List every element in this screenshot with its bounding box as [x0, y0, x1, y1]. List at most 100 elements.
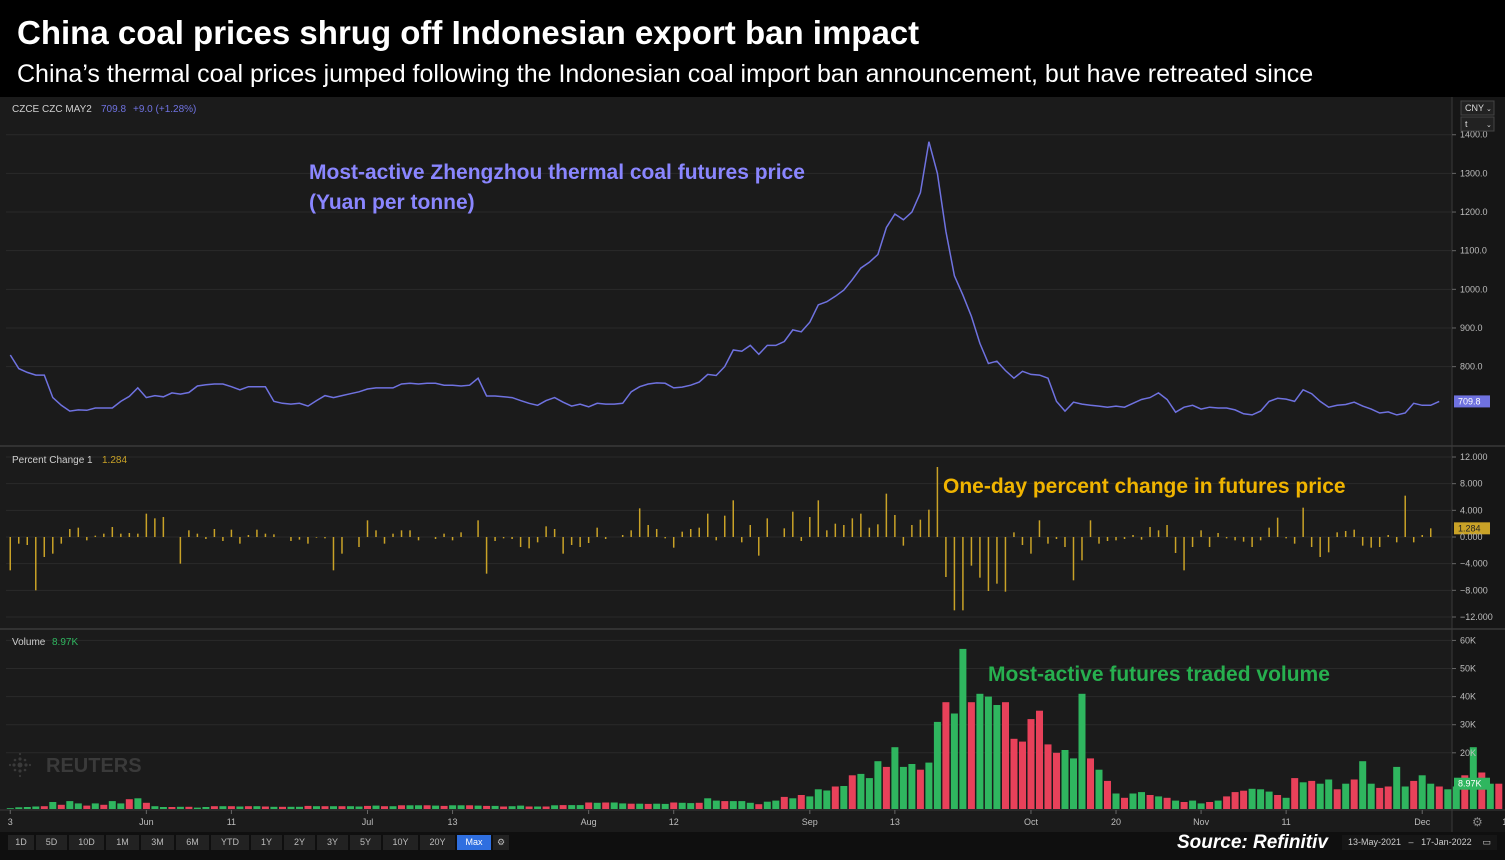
volume-bar[interactable] — [338, 806, 346, 809]
volume-bar[interactable] — [636, 803, 644, 809]
volume-panel[interactable]: 8.97K — [6, 648, 1503, 810]
volume-bar[interactable] — [593, 802, 601, 809]
volume-bar[interactable] — [1180, 802, 1188, 809]
volume-bar[interactable] — [831, 786, 839, 810]
volume-bar[interactable] — [1325, 779, 1333, 810]
volume-bar[interactable] — [1129, 793, 1137, 810]
volume-bar[interactable] — [1095, 769, 1103, 809]
volume-bar[interactable] — [151, 806, 159, 809]
range-button-max[interactable]: Max — [457, 835, 491, 850]
volume-bar[interactable] — [253, 806, 261, 809]
volume-bar[interactable] — [1495, 783, 1503, 809]
volume-bar[interactable] — [100, 804, 108, 809]
range-button-5d[interactable]: 5D — [36, 835, 67, 850]
volume-bar[interactable] — [1384, 786, 1392, 810]
volume-bar[interactable] — [993, 705, 1001, 809]
volume-bar[interactable] — [355, 806, 363, 810]
volume-bar[interactable] — [976, 693, 984, 809]
volume-bar[interactable] — [1274, 795, 1282, 809]
volume-bar[interactable] — [1452, 786, 1460, 810]
volume-bar[interactable] — [755, 804, 763, 809]
volume-bar[interactable] — [721, 801, 729, 809]
volume-bar[interactable] — [15, 807, 23, 809]
volume-bar[interactable] — [66, 801, 74, 809]
volume-bar[interactable] — [210, 806, 218, 809]
volume-bar[interactable] — [967, 702, 975, 809]
settings-gear-icon[interactable]: ⚙ — [1472, 815, 1483, 829]
volume-bar[interactable] — [491, 805, 499, 809]
volume-bar[interactable] — [1206, 802, 1214, 809]
volume-bar[interactable] — [304, 805, 312, 809]
volume-bar[interactable] — [568, 805, 576, 809]
volume-bar[interactable] — [1291, 778, 1299, 809]
volume-bar[interactable] — [925, 762, 933, 809]
volume-bar[interactable] — [1002, 702, 1009, 809]
volume-bar[interactable] — [279, 806, 286, 809]
price-series-line[interactable] — [9, 141, 1440, 416]
volume-bar[interactable] — [712, 800, 720, 809]
volume-bar[interactable] — [1316, 783, 1324, 809]
volume-bar[interactable] — [780, 796, 788, 809]
volume-bar[interactable] — [168, 807, 176, 809]
volume-bar[interactable] — [1257, 789, 1265, 809]
volume-bar[interactable] — [406, 805, 414, 809]
volume-bar[interactable] — [848, 775, 856, 809]
volume-bar[interactable] — [347, 806, 354, 809]
volume-bar[interactable] — [1461, 775, 1469, 809]
volume-bar[interactable] — [466, 805, 474, 809]
volume-bar[interactable] — [1427, 783, 1435, 809]
volume-bar[interactable] — [1053, 752, 1060, 809]
volume-bar[interactable] — [1172, 800, 1180, 809]
volume-bar[interactable] — [602, 802, 610, 810]
volume-bar[interactable] — [653, 803, 661, 809]
range-button-1d[interactable]: 1D — [8, 835, 34, 850]
volume-bar[interactable] — [908, 764, 916, 809]
date-range-display[interactable]: 13-May-2021 – 17-Jan-2022 ▭ — [1342, 835, 1497, 850]
volume-bar[interactable] — [193, 807, 201, 809]
volume-bar[interactable] — [1359, 761, 1367, 809]
price-panel[interactable]: 709.8 — [9, 141, 1490, 416]
volume-bar[interactable] — [389, 806, 397, 809]
volume-bar[interactable] — [1333, 789, 1341, 809]
volume-bar[interactable] — [287, 806, 295, 809]
range-button-3m[interactable]: 3M — [141, 835, 174, 850]
volume-bar[interactable] — [117, 803, 125, 809]
volume-bar[interactable] — [729, 801, 737, 809]
volume-bar[interactable] — [585, 802, 593, 810]
range-button-3y[interactable]: 3Y — [317, 835, 348, 850]
volume-bar[interactable] — [661, 803, 669, 809]
volume-bar[interactable] — [559, 805, 567, 809]
volume-bar[interactable] — [330, 806, 337, 809]
volume-bar[interactable] — [1027, 719, 1035, 809]
volume-bar[interactable] — [1435, 786, 1443, 810]
volume-bar[interactable] — [763, 801, 771, 809]
volume-bar[interactable] — [1393, 766, 1401, 809]
volume-bar[interactable] — [823, 790, 831, 810]
volume-bar[interactable] — [772, 800, 780, 809]
volume-bar[interactable] — [244, 806, 252, 809]
range-button-6m[interactable]: 6M — [176, 835, 209, 850]
range-button-1y[interactable]: 1Y — [251, 835, 282, 850]
volume-bar[interactable] — [1486, 783, 1494, 809]
volume-bar[interactable] — [1231, 792, 1239, 809]
volume-bar[interactable] — [6, 808, 14, 809]
range-button-2y[interactable]: 2Y — [284, 835, 315, 850]
volume-bar[interactable] — [415, 805, 422, 809]
volume-bar[interactable] — [1078, 693, 1086, 809]
volume-bar[interactable] — [678, 802, 686, 809]
volume-bar[interactable] — [1010, 738, 1018, 809]
volume-bar[interactable] — [891, 747, 899, 809]
volume-bar[interactable] — [1146, 795, 1154, 809]
volume-bar[interactable] — [381, 806, 388, 809]
volume-bar[interactable] — [364, 805, 371, 809]
volume-bar[interactable] — [619, 803, 627, 809]
volume-bar[interactable] — [644, 803, 652, 809]
chart-area[interactable]: 709.8 1.284 8.97K 800.0 900.0 1000.0 1100.0… — [0, 97, 1505, 832]
scale-select[interactable] — [1460, 116, 1495, 132]
volume-bar[interactable] — [1367, 783, 1375, 809]
volume-bar[interactable] — [432, 805, 440, 809]
volume-bar[interactable] — [746, 802, 754, 809]
volume-bar[interactable] — [942, 702, 950, 809]
volume-bar[interactable] — [134, 798, 142, 809]
volume-bar[interactable] — [440, 805, 448, 809]
